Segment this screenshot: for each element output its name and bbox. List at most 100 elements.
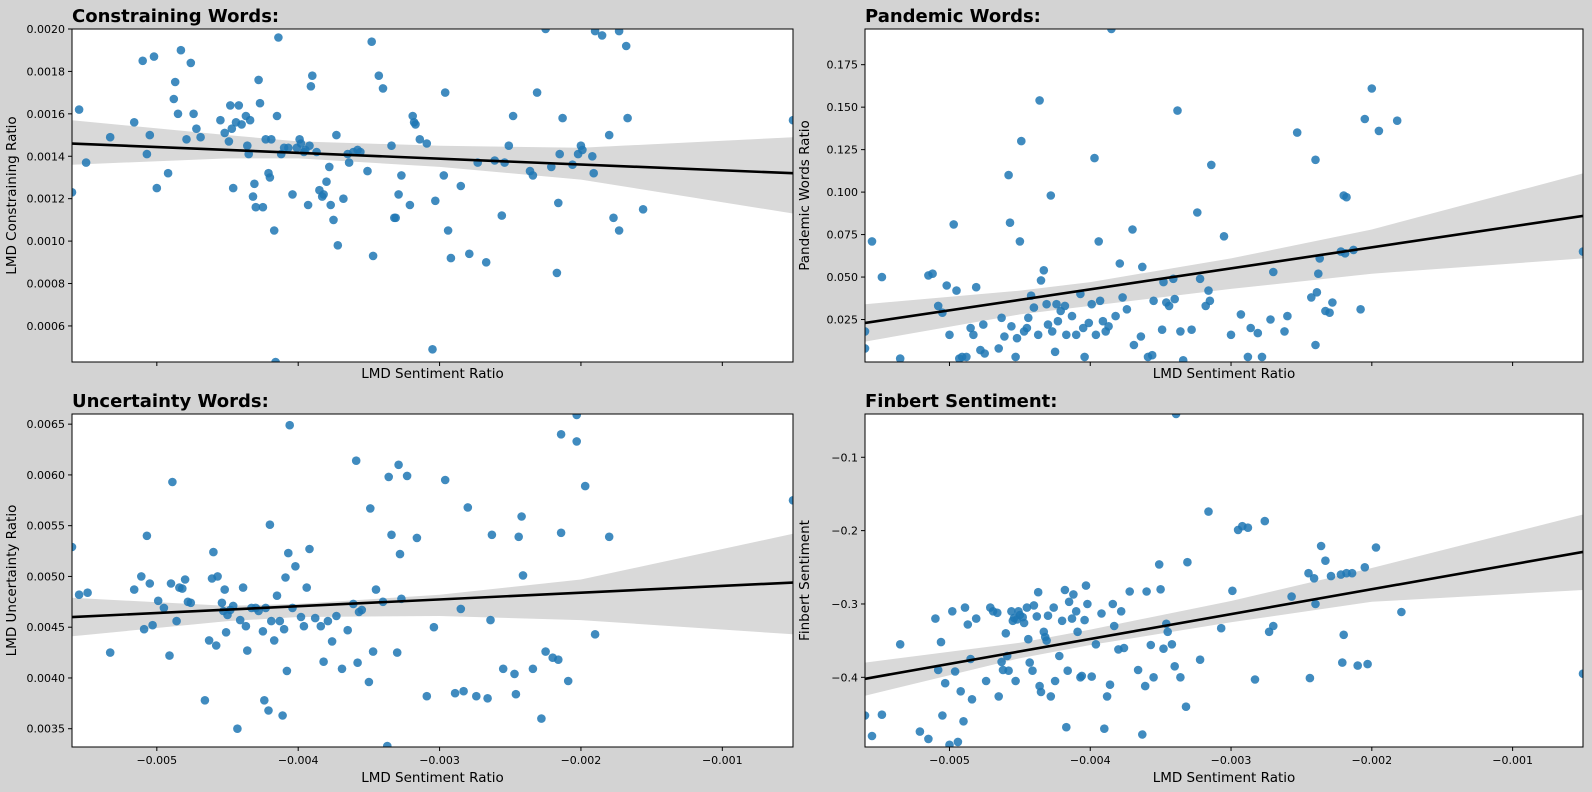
data-point: [1071, 330, 1081, 340]
data-point: [481, 258, 491, 267]
data-point: [364, 677, 374, 687]
data-point: [1243, 523, 1253, 532]
data-point: [439, 171, 449, 180]
data-point: [1193, 208, 1202, 217]
data-point: [1050, 676, 1060, 686]
confidence-band: [72, 120, 793, 214]
data-point: [258, 627, 268, 636]
data-point: [392, 648, 402, 657]
data-point: [1149, 673, 1158, 682]
data-point: [1081, 581, 1091, 590]
data-point: [384, 472, 394, 482]
data-point: [1005, 218, 1015, 227]
data-point: [1159, 644, 1168, 653]
data-point: [1046, 191, 1056, 200]
data-point: [326, 200, 336, 210]
data-point: [1043, 611, 1053, 620]
data-point: [1140, 681, 1150, 691]
data-point: [224, 137, 234, 146]
data-point: [1309, 574, 1319, 583]
data-point: [928, 269, 937, 279]
data-point: [621, 41, 631, 51]
data-point: [1001, 629, 1011, 638]
data-point: [1067, 311, 1077, 321]
data-point: [597, 31, 607, 40]
data-point: [1257, 352, 1267, 362]
data-point: [303, 200, 313, 210]
data-point: [378, 84, 388, 93]
y-axis-label: LMD Uncertainty Ratio: [4, 505, 20, 657]
data-point: [865, 327, 870, 336]
data-point: [517, 512, 526, 521]
y-axis-label: Pandemic Words Ratio: [797, 120, 813, 271]
data-point: [578, 145, 587, 155]
data-point: [1311, 155, 1320, 165]
data-point: [186, 598, 196, 608]
chart-panel-4: −0.4 −0.3 −0.2 −0.1 −0.005 −0.004 −0.003 −0.002…: [797, 391, 1584, 786]
y-tick-label: −0.4: [831, 671, 858, 684]
data-point: [227, 124, 237, 133]
data-point: [556, 430, 566, 439]
data-point: [129, 585, 139, 594]
data-point: [1342, 192, 1351, 202]
data-point: [213, 572, 222, 581]
data-point: [72, 542, 77, 552]
data-point: [299, 621, 309, 631]
data-point: [282, 666, 292, 676]
x-tick-label: −0.002: [1351, 754, 1392, 767]
data-point: [415, 135, 425, 144]
confidence-band: [865, 514, 1583, 696]
data-point: [1091, 640, 1101, 649]
data-point: [1176, 673, 1185, 682]
data-point: [1028, 666, 1037, 675]
data-point: [137, 572, 146, 581]
data-point: [310, 613, 320, 623]
y-tick-label: 0.125: [827, 144, 859, 157]
data-point: [1060, 585, 1070, 595]
data-point: [192, 124, 201, 133]
data-point: [267, 135, 276, 144]
data-point: [558, 113, 567, 123]
data-point: [614, 29, 624, 36]
data-point: [933, 665, 943, 675]
data-point: [305, 544, 314, 554]
plot-content: [72, 29, 793, 362]
data-point: [580, 481, 590, 491]
data-point: [1007, 607, 1016, 616]
data-point: [1304, 568, 1313, 578]
plot-content: [72, 414, 793, 747]
data-point: [877, 710, 887, 719]
data-point: [945, 330, 954, 340]
data-point: [1062, 722, 1071, 732]
data-point: [1097, 609, 1106, 618]
x-axis-label: LMD Sentiment Ratio: [361, 770, 504, 786]
data-point: [1367, 84, 1377, 93]
data-point: [609, 213, 618, 223]
data-point: [528, 664, 538, 674]
data-point: [353, 658, 362, 667]
data-point: [172, 616, 181, 626]
data-point: [541, 647, 550, 656]
data-point: [1094, 237, 1103, 246]
data-point: [274, 33, 283, 42]
plot-content: [865, 29, 1583, 362]
data-point: [221, 628, 231, 637]
data-point: [329, 215, 338, 225]
data-point: [243, 646, 252, 655]
data-point: [254, 75, 263, 85]
data-point: [1104, 322, 1113, 331]
data-point: [518, 571, 528, 580]
y-tick-label: 0.025: [827, 314, 859, 327]
data-point: [993, 608, 1002, 618]
data-point: [563, 676, 573, 686]
data-point: [238, 583, 248, 592]
data-point: [180, 575, 190, 584]
data-point: [1314, 269, 1323, 279]
data-point: [216, 115, 225, 125]
data-point: [877, 272, 887, 282]
y-tick-label: 0.050: [827, 271, 859, 284]
y-tick-label: 0.0040: [27, 672, 66, 685]
data-point: [959, 717, 968, 726]
data-point: [1253, 328, 1263, 338]
data-point: [83, 588, 92, 597]
